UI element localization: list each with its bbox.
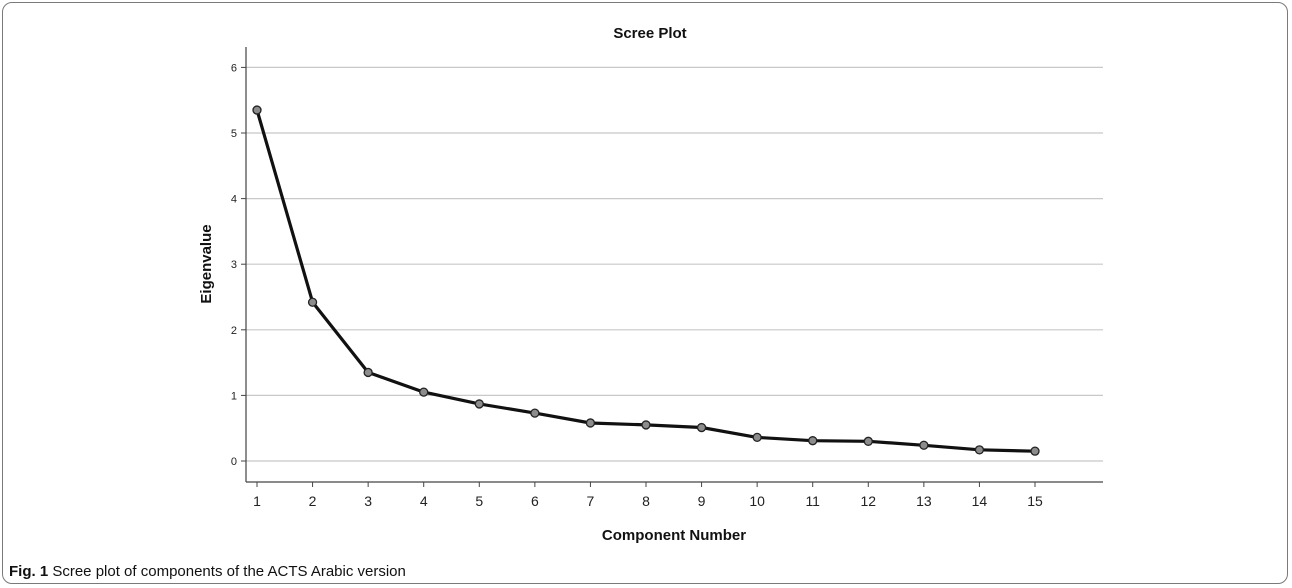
x-tick-label: 9 — [698, 493, 706, 509]
x-tick-label: 13 — [916, 493, 932, 509]
x-tick-label: 7 — [587, 493, 595, 509]
y-tick-label: 2 — [231, 325, 237, 337]
x-tick-label: 2 — [309, 493, 317, 509]
x-tick-label: 10 — [749, 493, 765, 509]
figure-caption: Fig. 1 Scree plot of components of the A… — [9, 563, 406, 580]
y-axis-label: Eigenvalue — [198, 224, 215, 303]
data-point — [919, 440, 929, 450]
data-point — [1030, 446, 1040, 456]
data-point — [307, 297, 318, 307]
y-tick-label: 1 — [231, 390, 237, 402]
caption-text: Scree plot of components of the ACTS Ara… — [52, 563, 406, 580]
y-tick-label: 3 — [231, 259, 237, 271]
y-tick-label: 5 — [231, 128, 237, 140]
data-point — [696, 422, 707, 433]
data-point — [419, 387, 429, 397]
x-tick-label: 5 — [475, 493, 483, 509]
chart-title: Scree Plot — [613, 25, 686, 42]
data-point — [252, 105, 262, 115]
x-axis-label: Component Number — [602, 527, 746, 544]
x-tick-label: 12 — [860, 493, 876, 509]
scree-plot-chart: Scree Plot Eigenvalue Component Number 0… — [198, 25, 1103, 544]
data-point — [974, 445, 985, 455]
x-tick-label: 15 — [1027, 493, 1043, 509]
data-point — [585, 418, 596, 428]
x-tick-label: 14 — [972, 493, 988, 509]
x-tick-label: 1 — [253, 493, 261, 509]
data-point — [530, 408, 540, 418]
data-point — [808, 436, 818, 446]
x-tick-label: 6 — [531, 493, 539, 509]
y-tick-label: 6 — [231, 62, 237, 74]
data-point — [641, 420, 651, 430]
x-tick-label: 3 — [364, 493, 372, 509]
data-point — [474, 399, 484, 409]
x-tick-label: 11 — [805, 493, 820, 509]
x-tick-label: 4 — [420, 493, 428, 509]
data-point — [752, 432, 762, 443]
caption-label: Fig. 1 — [9, 563, 49, 580]
series-line-eigenvalue — [255, 109, 1036, 453]
data-point — [363, 367, 373, 378]
x-tick-label: 8 — [642, 493, 650, 509]
y-tick-label: 0 — [231, 456, 237, 468]
y-tick-label: 4 — [231, 194, 237, 206]
data-point — [863, 436, 873, 446]
